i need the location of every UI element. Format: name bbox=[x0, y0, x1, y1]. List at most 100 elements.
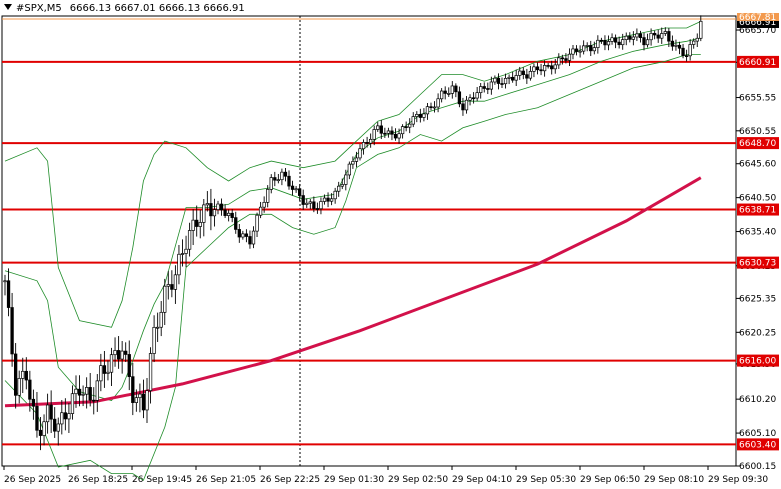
candle-body bbox=[386, 130, 391, 134]
x-tick-label: 29 Sep 01:30 bbox=[324, 475, 384, 485]
level-price-tag bbox=[737, 354, 779, 367]
candle-body bbox=[351, 161, 355, 165]
candle-body bbox=[145, 390, 149, 411]
candle-body bbox=[319, 201, 323, 210]
x-tick-label: 29 Sep 04:10 bbox=[452, 475, 512, 485]
candle-body bbox=[42, 421, 46, 436]
candle-body bbox=[525, 74, 529, 79]
candle-body bbox=[262, 201, 266, 208]
candle-body bbox=[645, 39, 650, 46]
candle-body bbox=[397, 133, 401, 139]
candle-body bbox=[450, 85, 454, 94]
candle-body bbox=[553, 64, 557, 70]
x-tick-label: 29 Sep 09:30 bbox=[708, 475, 768, 485]
candle-body bbox=[134, 397, 139, 403]
bollinger-upper-band bbox=[4, 21, 701, 328]
x-tick-label: 26 Sep 22:25 bbox=[260, 475, 320, 485]
candle-body bbox=[49, 404, 53, 420]
candle-body bbox=[138, 393, 142, 399]
candle-body bbox=[127, 354, 131, 378]
y-tick-label: 6645.60 bbox=[739, 160, 776, 170]
x-tick-label: 29 Sep 02:50 bbox=[388, 475, 448, 485]
candle-body bbox=[511, 76, 515, 81]
candle-body bbox=[354, 157, 359, 162]
y-tick-label: 6620.25 bbox=[739, 328, 776, 338]
candle-body bbox=[457, 91, 462, 105]
candle-body bbox=[81, 393, 85, 396]
candle-body bbox=[418, 113, 422, 118]
candle-body bbox=[404, 126, 408, 128]
candle-body bbox=[298, 188, 302, 196]
x-tick-label: 26 Sep 18:25 bbox=[68, 475, 128, 485]
candle-body bbox=[507, 76, 511, 79]
candle-body bbox=[557, 57, 561, 66]
candle-body bbox=[177, 253, 181, 276]
candle-body bbox=[56, 423, 60, 432]
moving-average-line bbox=[4, 176, 702, 408]
candle-body bbox=[21, 370, 25, 379]
candle-body bbox=[496, 77, 501, 84]
candle-body bbox=[77, 388, 82, 396]
candle-body bbox=[212, 209, 217, 217]
candle-body bbox=[631, 36, 635, 40]
candle-body bbox=[17, 378, 21, 396]
y-tick-label: 6650.55 bbox=[739, 127, 776, 137]
candle-body bbox=[635, 33, 639, 38]
candle-body bbox=[340, 184, 344, 187]
candle-body bbox=[70, 393, 75, 414]
candle-body bbox=[379, 125, 383, 134]
level-price-label: 6660.91 bbox=[739, 58, 776, 68]
candle-body bbox=[13, 353, 18, 396]
candle-body bbox=[560, 57, 564, 60]
candle-body bbox=[542, 65, 547, 72]
candle-body bbox=[273, 177, 277, 181]
candle-body bbox=[624, 35, 628, 40]
candle-body bbox=[589, 45, 593, 52]
candle-body bbox=[237, 229, 241, 238]
candle-body bbox=[486, 88, 490, 90]
candle-body bbox=[585, 45, 589, 47]
candle-body bbox=[216, 203, 220, 210]
candle-body bbox=[603, 39, 607, 46]
candle-body bbox=[53, 418, 57, 432]
candle-body bbox=[447, 93, 451, 95]
level-price-label: 6603.40 bbox=[739, 440, 776, 450]
candle-body bbox=[283, 171, 288, 177]
candle-body bbox=[475, 92, 479, 99]
candle-body bbox=[429, 106, 433, 109]
plot-frame bbox=[1, 15, 737, 467]
candle-body bbox=[610, 37, 614, 42]
candle-body bbox=[95, 380, 99, 401]
candle-body bbox=[596, 39, 600, 48]
dropdown-arrow-icon[interactable] bbox=[4, 4, 12, 10]
candle-body bbox=[187, 230, 192, 250]
candle-body bbox=[432, 106, 437, 109]
candle-body bbox=[660, 33, 664, 39]
candle-body bbox=[6, 280, 11, 308]
candle-body bbox=[120, 350, 124, 360]
candle-body bbox=[621, 39, 625, 46]
candle-body bbox=[180, 253, 185, 255]
candle-body bbox=[329, 198, 334, 202]
candle-body bbox=[67, 413, 71, 420]
candle-body bbox=[440, 90, 444, 100]
candle-body bbox=[209, 203, 213, 217]
symbol-timeframe: #SPX,M5 bbox=[16, 3, 62, 14]
bollinger-middle-band bbox=[4, 37, 701, 401]
candle-body bbox=[312, 201, 316, 209]
candle-body bbox=[322, 197, 327, 202]
candle-body bbox=[454, 85, 458, 93]
level-price-tag bbox=[737, 203, 779, 216]
top-price-label: 6667.81 bbox=[739, 13, 776, 23]
candle-body bbox=[436, 98, 440, 108]
candle-body bbox=[532, 66, 536, 72]
candle-body bbox=[234, 217, 238, 230]
candle-body bbox=[500, 83, 504, 85]
candle-body bbox=[546, 65, 550, 67]
candle-body bbox=[159, 311, 163, 328]
y-tick-label: 6665.70 bbox=[739, 26, 776, 36]
candle-body bbox=[116, 350, 121, 360]
candle-body bbox=[468, 97, 472, 101]
candle-body bbox=[670, 40, 675, 47]
